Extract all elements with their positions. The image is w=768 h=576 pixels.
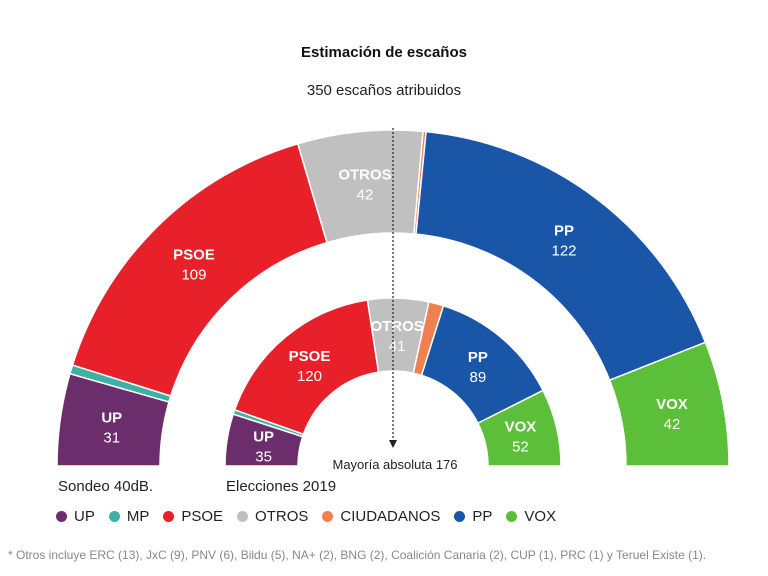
legend-swatch [237, 511, 249, 522]
legend-item-pp: PP [454, 508, 492, 525]
legend-label: UP [74, 508, 95, 525]
segment-value-0-pp: 122 [552, 242, 577, 259]
legend-item-up: UP [56, 508, 95, 525]
legend-swatch [322, 511, 334, 522]
legend-label: PP [472, 508, 493, 525]
segment-value-1-otros: 41 [389, 338, 406, 355]
legend-swatch [506, 511, 518, 522]
legend-label: OTROS [255, 508, 309, 525]
legend-label: CIUDADANOS [340, 508, 441, 525]
seat-segment-1-vox [476, 389, 562, 467]
segment-value-0-vox: 42 [664, 416, 681, 433]
segment-value-0-psoe: 109 [181, 266, 206, 283]
series-caption-0: Sondeo 40dB. [58, 478, 153, 495]
segment-value-0-up: 31 [103, 430, 120, 447]
legend-label: MP [126, 508, 150, 525]
legend-item-psoe: PSOE [163, 508, 223, 525]
segment-label-0-up: UP [101, 410, 122, 427]
legend-item-mp: MP [108, 508, 150, 525]
legend-swatch [163, 511, 175, 522]
seat-segment-0-vox [608, 341, 730, 467]
segment-label-1-otros: OTROS [370, 318, 423, 335]
segment-value-1-vox: 52 [512, 439, 529, 456]
segment-label-1-vox: VOX [505, 419, 537, 436]
legend-label: PSOE [181, 508, 224, 525]
segment-value-1-pp: 89 [470, 369, 487, 386]
segment-label-1-pp: PP [468, 349, 488, 366]
legend-item-vox: VOX [506, 508, 556, 525]
majority-label: Mayoría absoluta 176 [332, 457, 457, 472]
legend-swatch [454, 511, 466, 522]
legend: UP MP PSOE OTROS CIUDADANOS PP VOX [56, 508, 570, 525]
segment-label-1-up: UP [253, 429, 274, 446]
segment-label-0-psoe: PSOE [173, 246, 215, 263]
legend-item-otros: OTROS [237, 508, 308, 525]
segment-value-0-otros: 42 [357, 186, 374, 203]
segment-label-1-psoe: PSOE [289, 348, 331, 365]
legend-label: VOX [524, 508, 557, 525]
segment-value-1-up: 35 [255, 449, 272, 466]
footnote: * Otros incluye ERC (13), JxC (9), PNV (… [8, 548, 707, 562]
chart-subtitle: 350 escaños atribuidos [306, 82, 462, 99]
parliament-chart: UP 31 PSOE 109 OTROS 42 PP 122 VOX 42 Sondeo 40dB.… [56, 128, 730, 495]
legend-swatch [56, 511, 67, 522]
chart-title: Estimación de escaños [301, 44, 467, 61]
segment-label-0-otros: OTROS [338, 166, 391, 183]
legend-item-cs: CIUDADANOS [322, 508, 440, 525]
series-caption-1: Elecciones 2019 [226, 478, 336, 495]
segment-label-0-vox: VOX [656, 396, 688, 413]
legend-swatch [108, 511, 120, 522]
segment-value-1-psoe: 120 [297, 368, 322, 385]
segment-label-0-pp: PP [554, 222, 574, 239]
majority-arrow-icon [389, 440, 397, 448]
